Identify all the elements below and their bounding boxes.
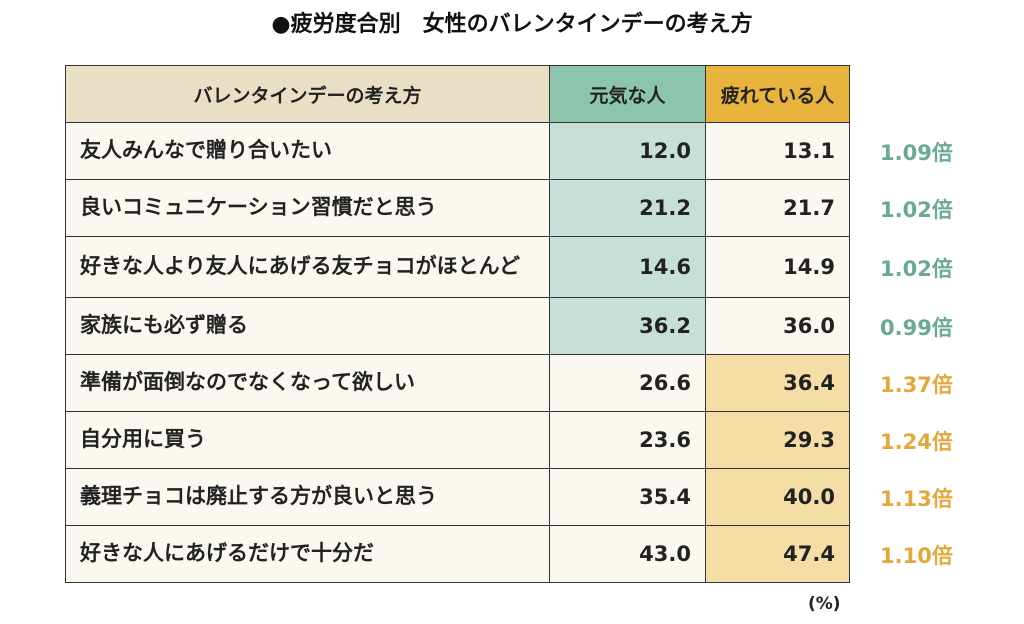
value-cell: 47.4 [705, 525, 850, 583]
value-cell: 14.9 [705, 236, 850, 298]
row: 良いコミュニケーション習慣だと思う 21.2 21.7 [65, 179, 850, 237]
header-cell: 疲れている人 [705, 65, 850, 123]
unit-label: (%) [808, 594, 841, 614]
header-cell: バレンタインデーの考え方 [65, 65, 550, 123]
value-cell: 36.0 [705, 297, 850, 355]
row: 好きな人にあげるだけで十分だ 43.0 47.4 [65, 525, 850, 583]
ratio-label: 1.24倍 [880, 430, 953, 454]
row: 準備が面倒なのでなくなって欲しい 26.6 36.4 [65, 354, 850, 412]
label-cell: 家族にも必ず贈る [65, 297, 550, 355]
value-cell: 36.2 [549, 297, 706, 355]
value-cell: 21.7 [705, 179, 850, 237]
label-cell: 義理チョコは廃止する方が良いと思う [65, 468, 550, 526]
header-cell: 元気な人 [549, 65, 706, 123]
value-cell: 43.0 [549, 525, 706, 583]
value-cell: 40.0 [705, 468, 850, 526]
label-cell: 好きな人より友人にあげる友チョコがほとんど [65, 236, 550, 298]
value-cell: 14.6 [549, 236, 706, 298]
row: 家族にも必ず贈る 36.2 36.0 [65, 297, 850, 355]
label-cell: 準備が面倒なのでなくなって欲しい [65, 354, 550, 412]
row: 友人みんなで贈り合いたい 12.0 13.1 [65, 122, 850, 180]
label-cell: 友人みんなで贈り合いたい [65, 122, 550, 180]
ratio-label: 1.09倍 [880, 141, 953, 165]
ratio-label: 1.37倍 [880, 373, 953, 397]
ratio-label: 1.02倍 [880, 198, 953, 222]
row: 自分用に買う 23.6 29.3 [65, 411, 850, 469]
header-row: バレンタインデーの考え方 元気な人 疲れている人 [65, 65, 850, 123]
ratio-label: 1.10倍 [880, 544, 953, 568]
ratio-label: 1.02倍 [880, 257, 953, 281]
label-cell: 好きな人にあげるだけで十分だ [65, 525, 550, 583]
ratio-label: 1.13倍 [880, 487, 953, 511]
value-cell: 21.2 [549, 179, 706, 237]
row: 義理チョコは廃止する方が良いと思う 35.4 40.0 [65, 468, 850, 526]
row: 好きな人より友人にあげる友チョコがほとんど 14.6 14.9 [65, 236, 850, 298]
value-cell: 12.0 [549, 122, 706, 180]
value-cell: 13.1 [705, 122, 850, 180]
value-cell: 36.4 [705, 354, 850, 412]
value-cell: 26.6 [549, 354, 706, 412]
value-cell: 23.6 [549, 411, 706, 469]
label-cell: 自分用に買う [65, 411, 550, 469]
table: バレンタインデーの考え方 元気な人 疲れている人 友人みんなで贈り合いたい 12.… [65, 65, 850, 583]
label-cell: 良いコミュニケーション習慣だと思う [65, 179, 550, 237]
title: ●疲労度合別 女性のバレンタインデーの考え方 [271, 12, 753, 37]
ratio-label: 0.99倍 [880, 316, 953, 340]
value-cell: 29.3 [705, 411, 850, 469]
value-cell: 35.4 [549, 468, 706, 526]
